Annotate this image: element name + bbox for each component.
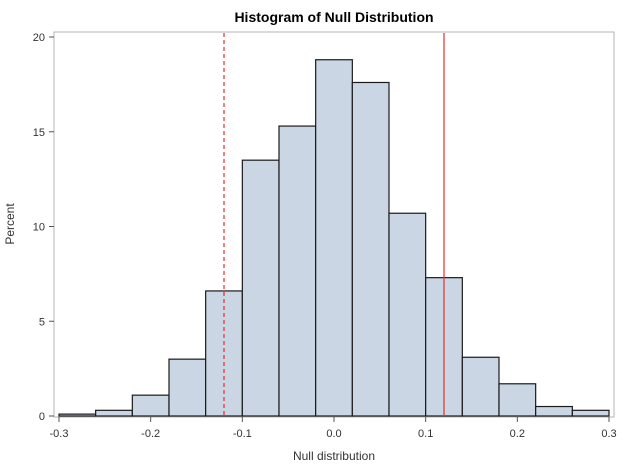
histogram-bar [168, 358, 207, 417]
x-tick-label: 0.0 [326, 428, 341, 440]
chart-title: Histogram of Null Distribution [234, 9, 433, 25]
y-axis-label: Percent [3, 203, 17, 245]
histogram-bar [278, 125, 317, 417]
histogram-bar [315, 59, 353, 417]
histogram-bar [571, 409, 610, 417]
histogram-bar [241, 159, 280, 417]
histogram-bar [388, 212, 427, 417]
y-tick-label: 10 [33, 222, 45, 234]
histogram-bar [498, 383, 537, 417]
y-tick-label: 0 [39, 411, 45, 423]
y-tick-label: 5 [39, 316, 45, 328]
histogram-bar [95, 409, 133, 417]
histogram-bar [535, 405, 573, 417]
x-axis: -0.3 -0.2 -0.1 0.0 0.1 0.2 0.3 [50, 417, 617, 440]
reference-lines [223, 33, 445, 416]
histogram-bar [205, 290, 243, 417]
histogram-bar [131, 394, 170, 417]
histogram-bar [58, 413, 97, 417]
y-axis: 0 5 10 15 20 [33, 32, 54, 423]
x-tick-label: 0.1 [418, 428, 433, 440]
x-axis-label: Null distribution [293, 449, 375, 463]
histogram-bar [461, 356, 500, 417]
x-tick-label: -0.3 [50, 428, 69, 440]
x-tick-label: -0.1 [233, 428, 252, 440]
y-tick-label: 20 [33, 32, 45, 44]
x-tick-label: 0.2 [510, 428, 525, 440]
histogram-bar [351, 81, 390, 417]
y-tick-label: 15 [33, 127, 45, 139]
x-tick-label: -0.2 [141, 428, 160, 440]
histogram-bars [58, 59, 610, 417]
x-tick-label: 0.3 [601, 428, 616, 440]
